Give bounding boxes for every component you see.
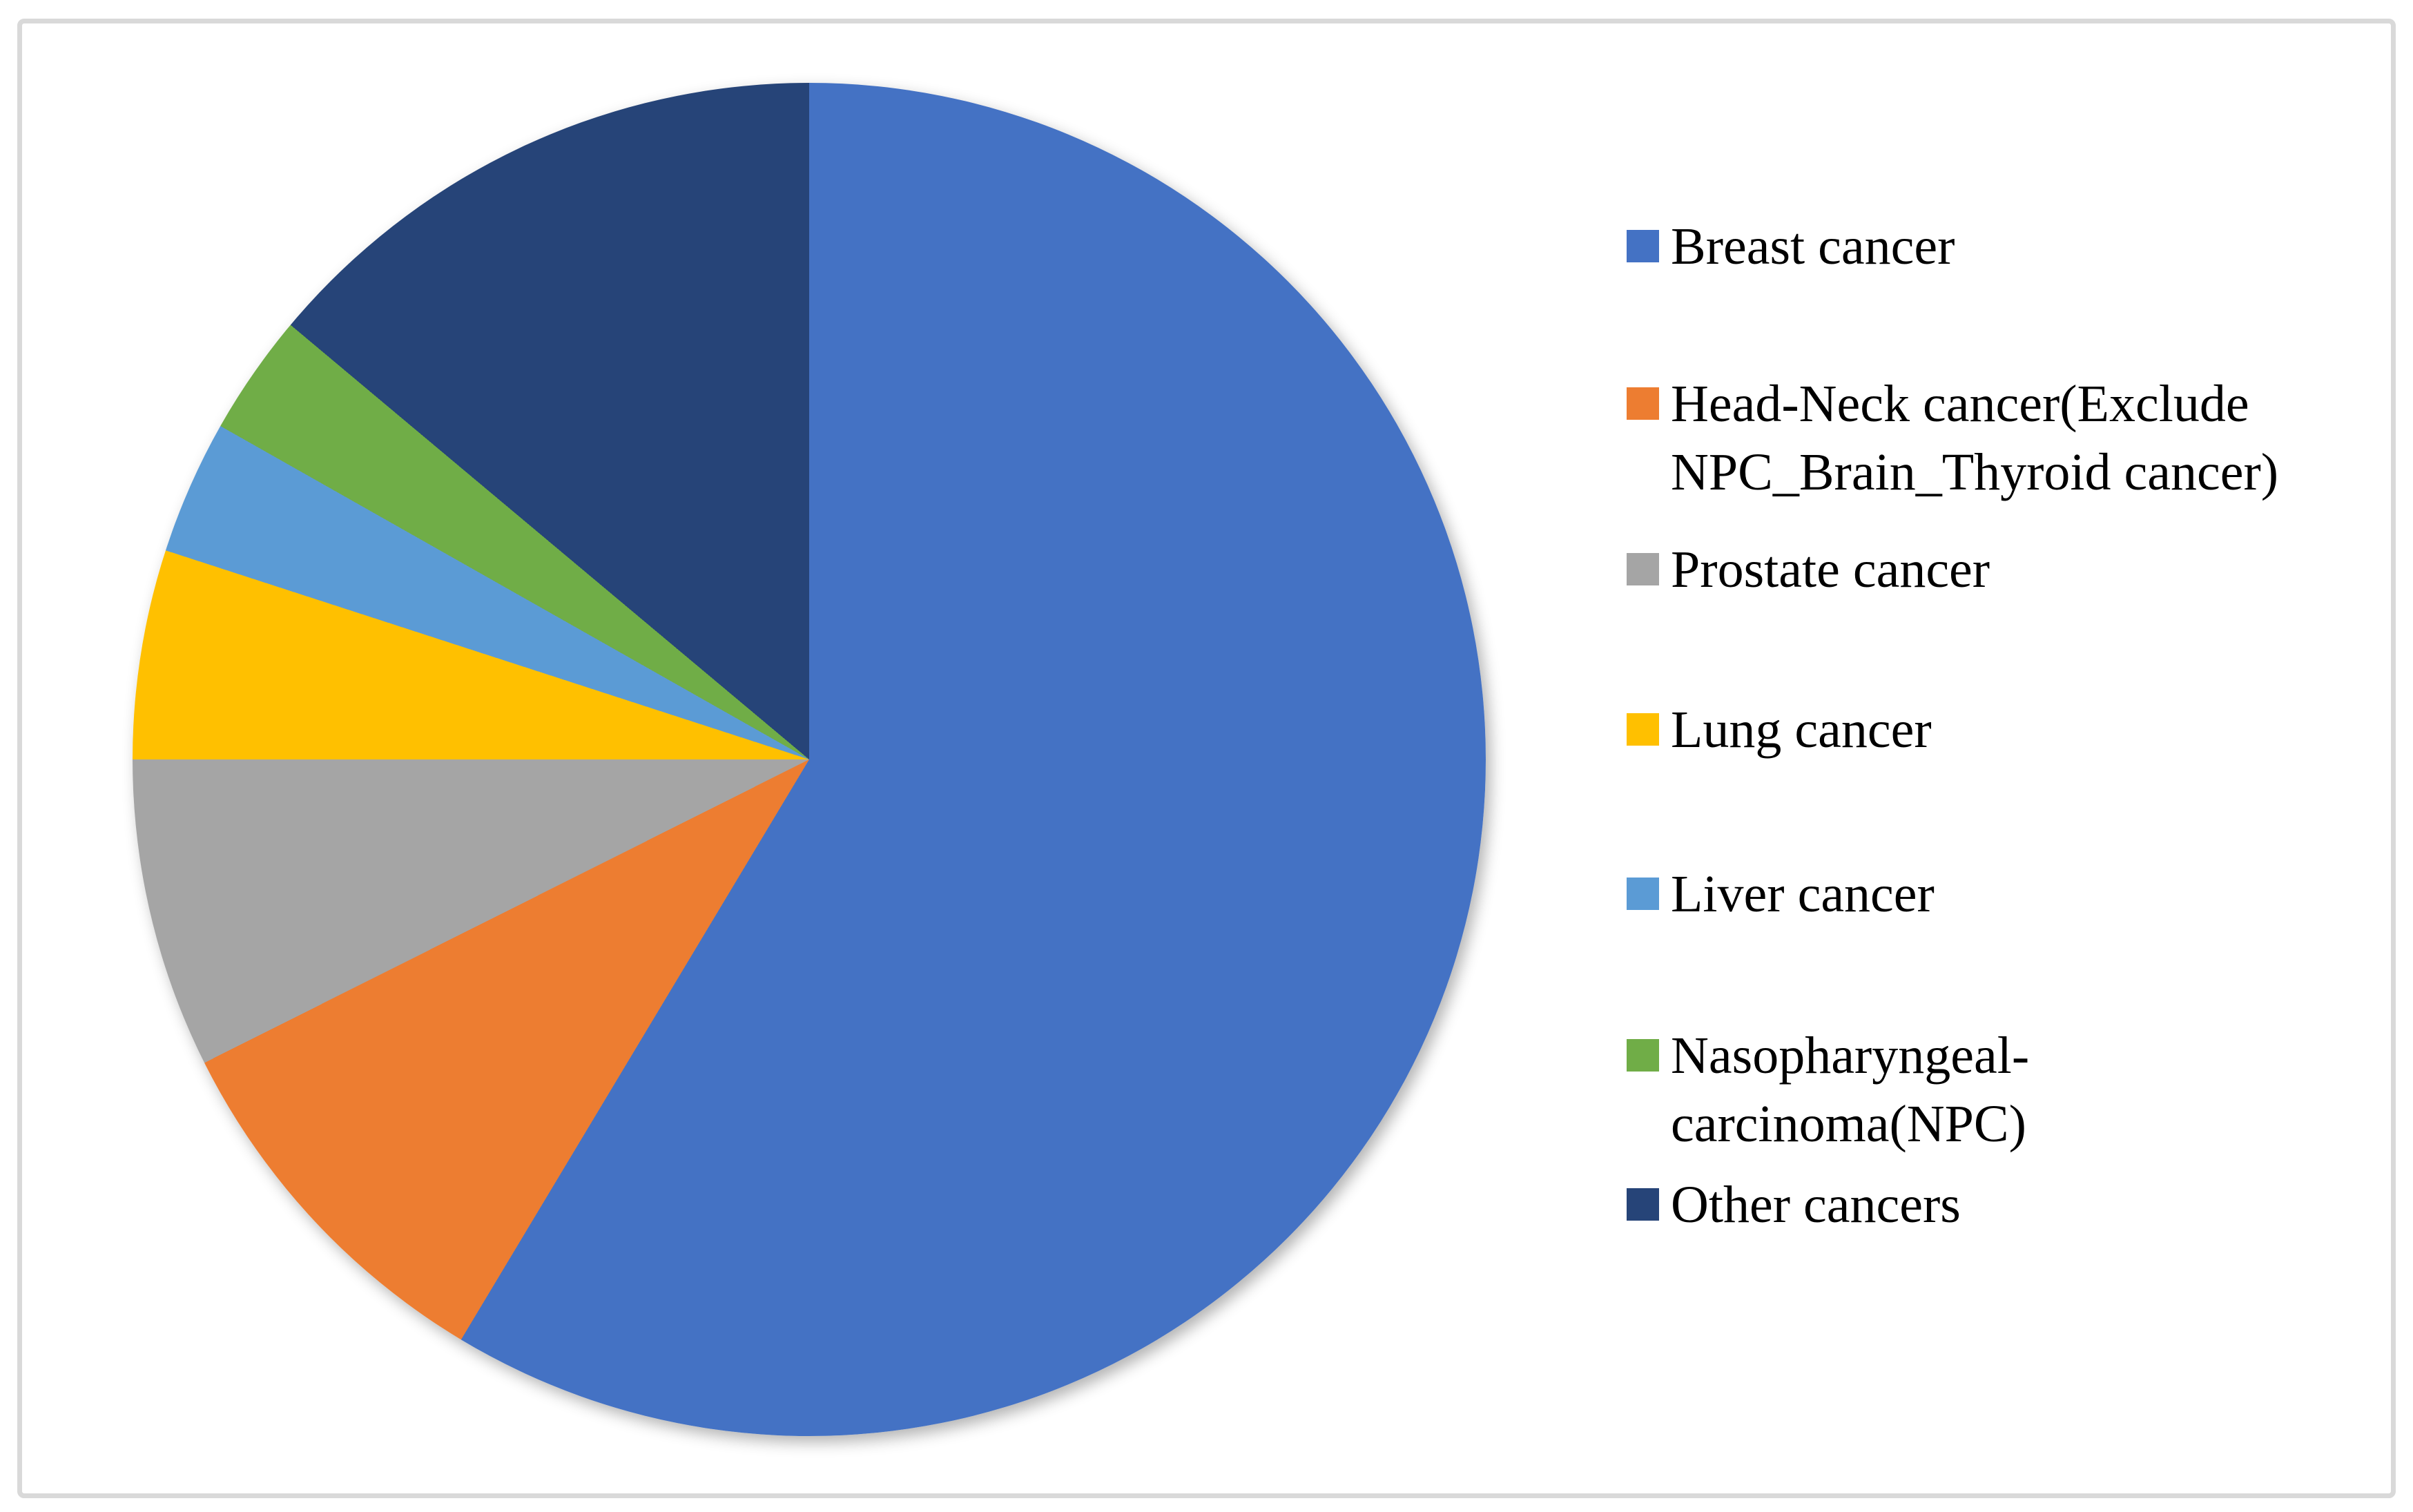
pie-chart	[133, 83, 1486, 1436]
